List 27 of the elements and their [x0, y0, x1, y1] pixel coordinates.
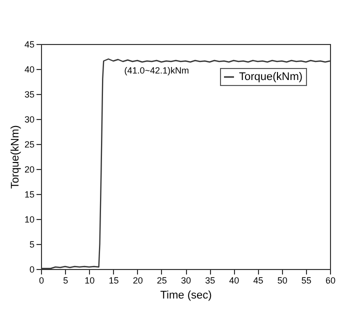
y-tick-label: 30: [24, 114, 34, 124]
annotation: (41.0~42.1)kNm: [124, 66, 189, 76]
x-tick-label: 20: [132, 276, 143, 286]
x-tick-label: 5: [63, 276, 68, 286]
x-tick-label: 40: [229, 276, 240, 286]
y-tick-label: 5: [29, 240, 34, 250]
y-tick-label: 15: [24, 190, 34, 200]
x-tick-label: 60: [325, 276, 336, 286]
x-tick-label: 25: [156, 276, 167, 286]
x-tick-label: 35: [205, 276, 216, 286]
x-tick-label: 45: [253, 276, 264, 286]
legend-label: Torque(kNm): [239, 71, 303, 83]
y-tick-label: 45: [24, 40, 34, 50]
x-tick-label: 10: [84, 276, 95, 286]
y-axis-title: Torque(kNm): [9, 125, 22, 189]
y-tick-label: 0: [29, 264, 34, 274]
y-tick-label: 10: [24, 214, 34, 224]
x-tick-label: 30: [180, 276, 192, 286]
y-tick-label: 25: [24, 140, 34, 150]
x-tick-label: 55: [301, 276, 312, 286]
x-tick-label: 50: [277, 276, 288, 286]
y-tick-label: 35: [24, 90, 34, 100]
y-tick-label: 20: [24, 164, 34, 174]
x-tick-label: 0: [38, 276, 44, 286]
x-tick-label: 15: [108, 276, 119, 286]
x-axis-title: Time (sec): [160, 290, 212, 302]
y-tick-label: 40: [24, 64, 34, 74]
